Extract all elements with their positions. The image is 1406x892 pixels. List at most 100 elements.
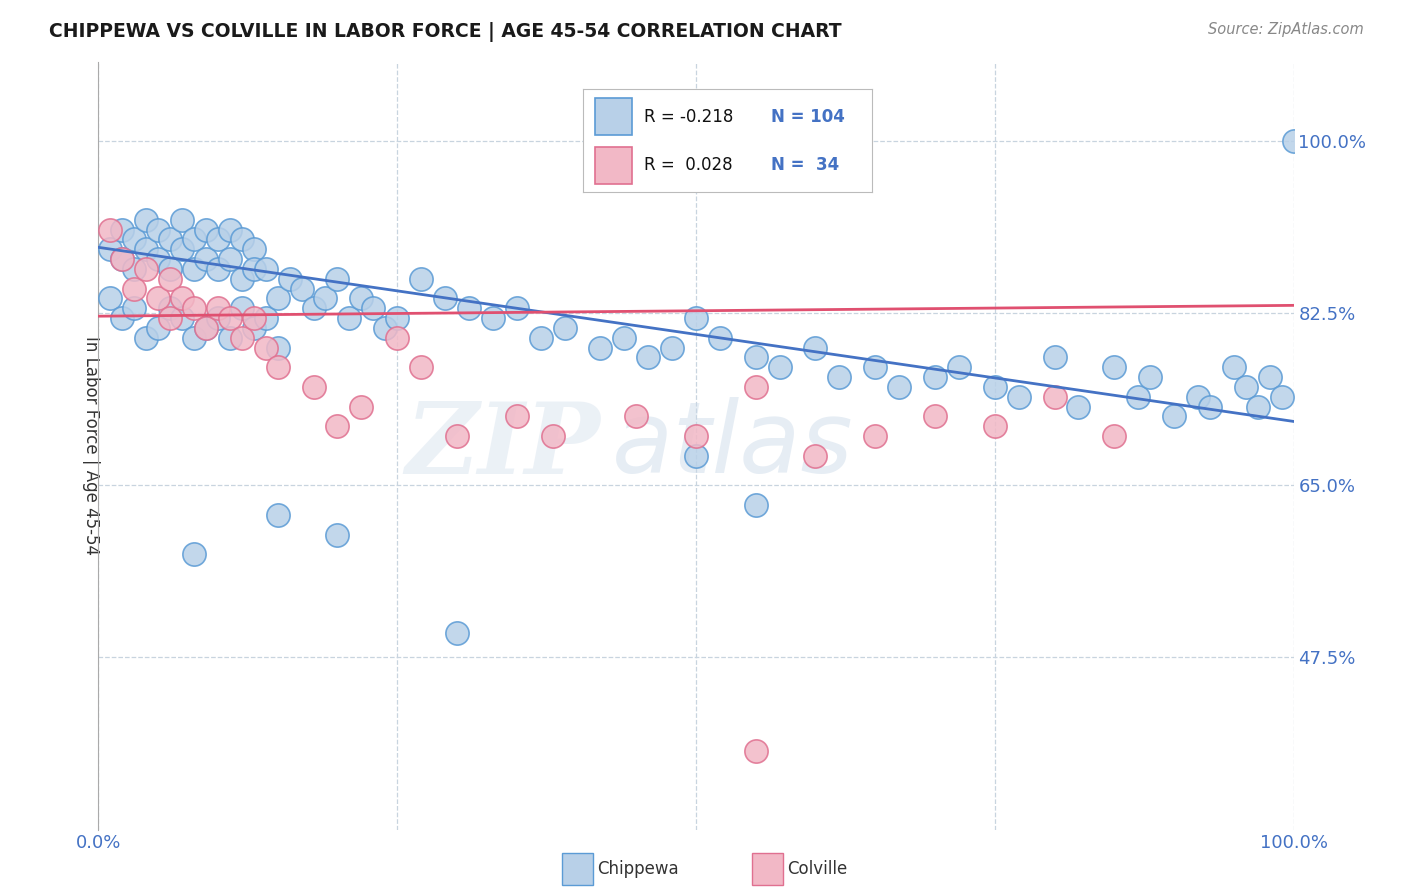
Point [446, 429, 468, 443]
Point [350, 292, 373, 306]
Point [98, 292, 122, 306]
Text: R = -0.218: R = -0.218 [644, 108, 734, 126]
Point [207, 262, 229, 277]
Point [865, 429, 887, 443]
Point [124, 262, 146, 277]
Point [1271, 390, 1294, 404]
Point [350, 400, 373, 414]
Point [172, 311, 194, 326]
Point [385, 311, 409, 326]
Point [267, 508, 290, 522]
Point [243, 311, 266, 326]
Point [506, 301, 529, 316]
Point [1223, 360, 1246, 375]
Point [172, 242, 194, 256]
Point [1187, 390, 1209, 404]
Point [135, 242, 157, 256]
Point [111, 311, 134, 326]
Point [745, 380, 768, 394]
Point [948, 360, 970, 375]
Point [411, 360, 433, 375]
Point [506, 409, 529, 424]
Point [326, 419, 349, 434]
Point [267, 360, 290, 375]
Point [661, 341, 683, 355]
Point [1067, 400, 1090, 414]
Point [148, 292, 170, 306]
Point [159, 262, 181, 277]
Point [195, 321, 218, 335]
Point [924, 409, 946, 424]
Point [231, 331, 253, 345]
Point [98, 222, 122, 236]
Text: N = 104: N = 104 [770, 108, 845, 126]
Point [889, 380, 911, 394]
Point [195, 252, 218, 267]
Point [541, 429, 564, 443]
Point [530, 331, 553, 345]
Point [374, 321, 396, 335]
Point [219, 331, 242, 345]
Point [124, 301, 146, 316]
Point [111, 252, 134, 267]
Point [984, 380, 1007, 394]
Point [135, 331, 157, 345]
Point [159, 301, 181, 316]
Point [243, 242, 266, 256]
Point [326, 272, 349, 286]
Point [637, 351, 659, 365]
Point [195, 222, 218, 236]
Point [768, 360, 790, 375]
FancyBboxPatch shape [595, 98, 633, 136]
Point [148, 222, 170, 236]
Point [828, 370, 851, 384]
Point [231, 301, 253, 316]
Point [1128, 390, 1150, 404]
Point [267, 341, 290, 355]
Point [111, 252, 134, 267]
Point [554, 321, 576, 335]
Point [159, 311, 181, 326]
Point [183, 301, 205, 316]
Text: atlas: atlas [613, 398, 853, 494]
Point [1258, 370, 1281, 384]
Point [183, 547, 205, 561]
Point [745, 498, 768, 512]
Point [411, 272, 433, 286]
Point [195, 321, 218, 335]
Point [302, 301, 325, 316]
Point [804, 449, 827, 463]
Point [1163, 409, 1185, 424]
Point [291, 282, 314, 296]
Text: ZIP: ZIP [405, 398, 600, 494]
Point [1043, 390, 1066, 404]
Point [98, 242, 122, 256]
Text: R =  0.028: R = 0.028 [644, 156, 733, 174]
Text: Colville: Colville [787, 860, 848, 878]
Point [315, 292, 337, 306]
Point [589, 341, 612, 355]
Point [745, 744, 768, 758]
Point [159, 272, 181, 286]
Point [458, 301, 481, 316]
Point [183, 232, 205, 246]
Point [243, 321, 266, 335]
Point [172, 212, 194, 227]
Point [1104, 429, 1126, 443]
Point [685, 311, 707, 326]
Point [183, 331, 205, 345]
Text: Chippewa: Chippewa [598, 860, 679, 878]
Point [135, 262, 157, 277]
Point [219, 311, 242, 326]
Point [231, 272, 253, 286]
Point [709, 331, 731, 345]
Point [111, 222, 134, 236]
Point [434, 292, 457, 306]
Point [1043, 351, 1066, 365]
Point [613, 331, 636, 345]
Point [865, 360, 887, 375]
Point [385, 331, 409, 345]
Point [745, 351, 768, 365]
Point [148, 321, 170, 335]
Point [1282, 134, 1305, 148]
